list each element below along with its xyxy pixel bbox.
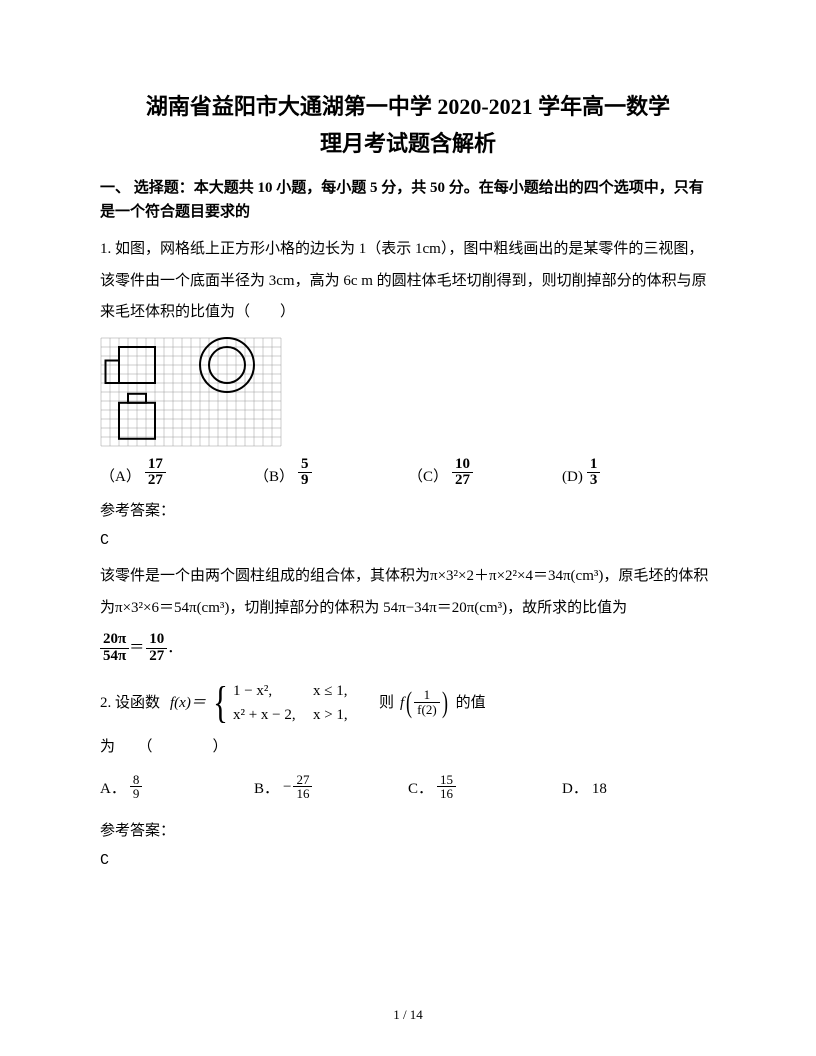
q2-opt-a-value: 89 (130, 773, 143, 801)
q2-piecewise: { 1 − x²,x ≤ 1, x² + x − 2,x > 1, (210, 679, 373, 727)
q1-opt-d-value: 13 (587, 457, 601, 490)
q2-fx: f(x)＝ (170, 691, 206, 715)
q2-stem: 2. 设函数 f(x)＝ { 1 − x²,x ≤ 1, x² + x − 2,… (100, 679, 716, 727)
q2-line2: 为 （ ） (100, 735, 716, 759)
page-title-line1: 湖南省益阳市大通湖第一中学 2020-2021 学年高一数学 (100, 90, 716, 123)
q1-result-frac-b: 1027 (146, 632, 167, 665)
q1-opt-a-value: 1727 (145, 457, 166, 490)
q2-opt-d-label: D． (562, 777, 588, 801)
q1-stem: 1. 如图，网格纸上正方形小格的边长为 1（表示 1cm），图中粗线画出的是某零… (100, 234, 716, 329)
q2-mid: 则 (379, 691, 394, 715)
q1-opt-a-label: （A） (100, 465, 141, 489)
q2-f-expr: f ( 1f(2) ) (400, 688, 450, 718)
page-title-line2: 理月考试题含解析 (100, 127, 716, 160)
q1-explanation: 该零件是一个由两个圆柱组成的组合体，其体积为π×3²×2＋π×2²×4＝34π(… (100, 561, 716, 624)
q2-opt-a-label: A． (100, 777, 126, 801)
q1-result-tail: ． (167, 636, 182, 660)
q1-answer: C (100, 529, 716, 553)
section-heading: 一、 选择题：本大题共 10 小题，每小题 5 分，共 50 分。在每小题给出的… (100, 176, 716, 224)
q1-result-frac-a: 20π54π (100, 632, 129, 665)
q2-answer-key-label: 参考答案： (100, 819, 716, 843)
q2-options: A． 89 B． − 2716 C． 1516 D． 18 (100, 773, 716, 801)
page-number: 1 / 14 (0, 1005, 816, 1026)
q1-answer-key-label: 参考答案： (100, 499, 716, 523)
q1-figure (100, 337, 716, 447)
q2-opt-b-value: − 2716 (283, 773, 312, 801)
q1-result-eq: ＝ (129, 636, 144, 660)
q2-answer: C (100, 849, 716, 873)
q1-options: （A） 1727 （B） 59 （C） 1027 (D) 13 (100, 457, 716, 490)
q1-opt-d-label: (D) (562, 465, 583, 489)
q1-opt-b-label: （B） (254, 465, 294, 489)
q1-opt-b-value: 59 (298, 457, 312, 490)
q1-opt-c-value: 1027 (452, 457, 473, 490)
q2-opt-d-value: 18 (592, 777, 607, 801)
q2-stem-prefix: 2. 设函数 (100, 691, 160, 715)
q1-opt-c-label: （C） (408, 465, 448, 489)
q2-opt-c-label: C． (408, 777, 433, 801)
q1-result: 20π54π ＝ 1027 ． (100, 632, 716, 665)
q2-opt-b-label: B． (254, 777, 279, 801)
q2-opt-c-value: 1516 (437, 773, 456, 801)
q2-tail: 的值 (456, 691, 486, 715)
